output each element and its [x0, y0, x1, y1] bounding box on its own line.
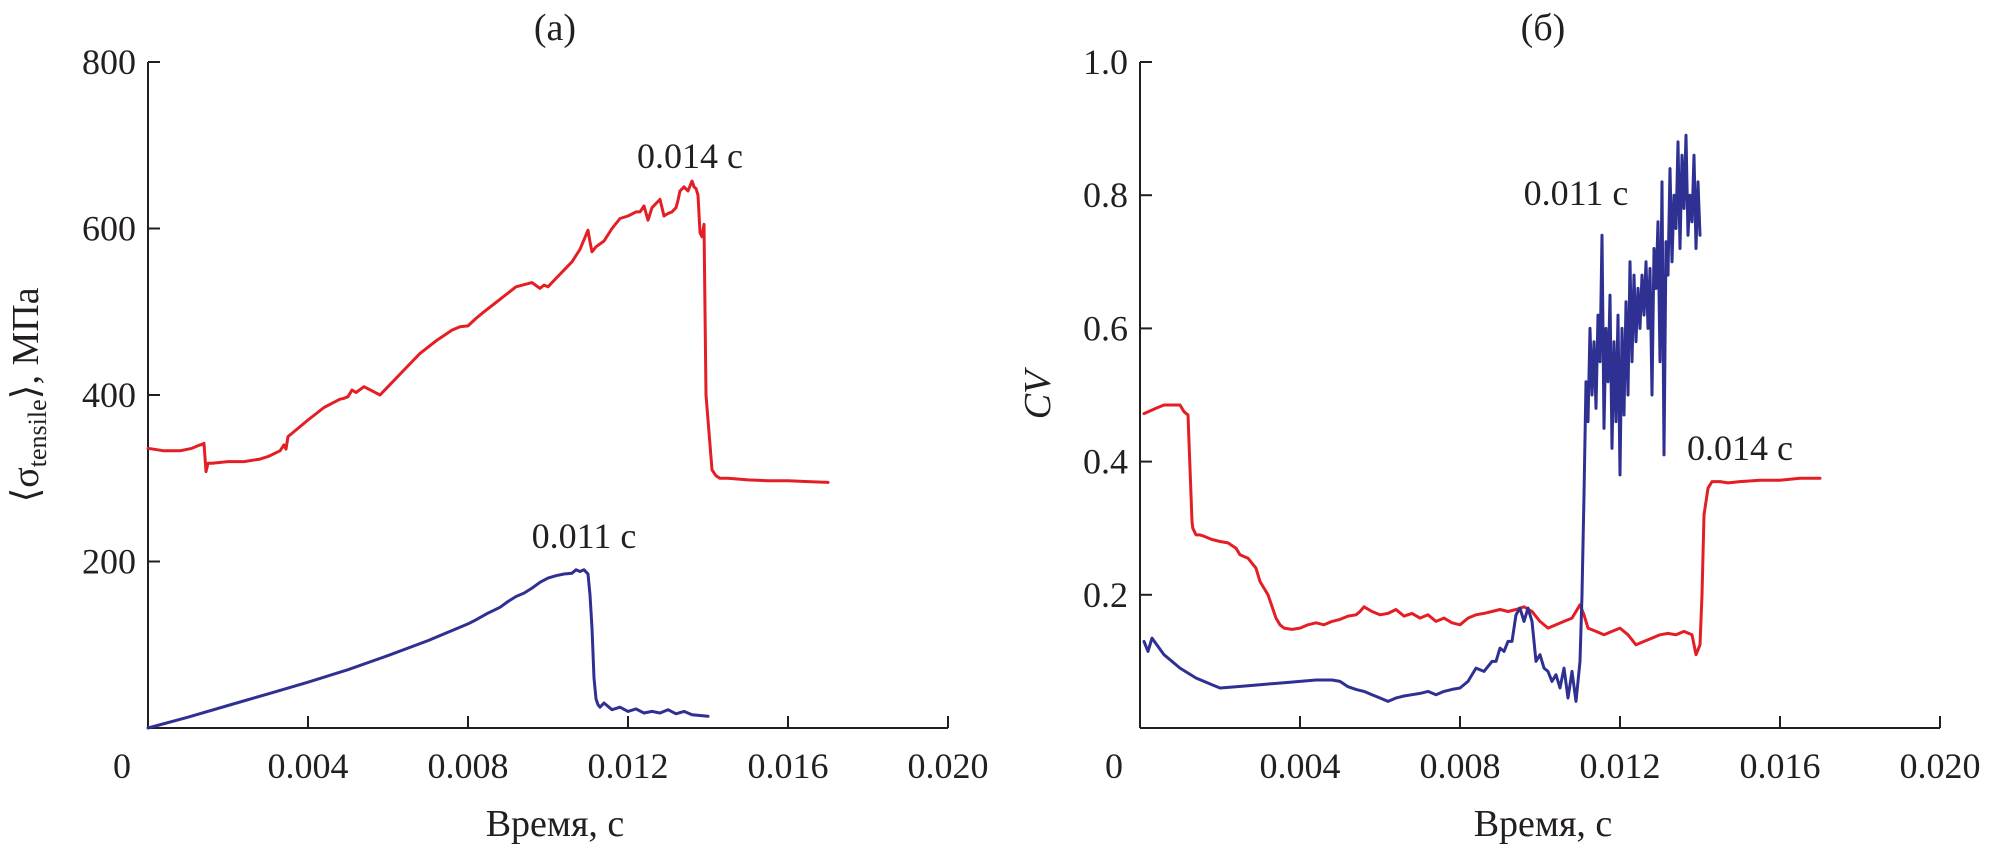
panel-b-y-label: CV [1017, 367, 1059, 419]
panel-b-y-tick-label-3: 0.8 [1083, 175, 1128, 215]
panel-b-y-tick-label-4: 1.0 [1083, 42, 1128, 82]
panel-a-x-ticks: 0 0.004 0.008 0.012 0.016 0.020 [113, 716, 989, 786]
panel-a-y-ticks: 200 400 600 800 [82, 42, 160, 582]
panel-b: (б) 0 0.004 0.008 0.012 0.016 0.020 0.2 0.4 0.6… [1017, 7, 1981, 845]
panel-b-y-ticks: 0.2 0.4 0.6 0.8 1.0 [1083, 42, 1152, 615]
panel-a-annotation-red: 0.014 с [637, 136, 743, 176]
panel-a-x-tick-label-1: 0.004 [268, 746, 349, 786]
panel-b-x-tick-label-2: 0.008 [1420, 746, 1501, 786]
panel-b-x-tick-label-5: 0.020 [1900, 746, 1981, 786]
panel-a-x-tick-label-3: 0.012 [588, 746, 669, 786]
panel-a-y-tick-label-2: 600 [82, 209, 136, 249]
panel-b-y-tick-label-2: 0.6 [1083, 308, 1128, 348]
panel-a-y-label-sub: tensile [23, 399, 52, 467]
panel-a-series-line-0 [146, 179, 830, 484]
panel-a-annotation-blue: 0.011 с [532, 516, 637, 556]
panel-a-label: (a) [534, 7, 576, 49]
panel-b-y-tick-label-1: 0.4 [1083, 442, 1128, 482]
panel-b-x-label: Время, с [1474, 803, 1613, 845]
panel-a-x-label: Время, с [486, 803, 625, 845]
panel-b-x-tick-label-3: 0.012 [1580, 746, 1661, 786]
panel-b-series [1142, 133, 1822, 703]
panel-b-x-tick-label-4: 0.016 [1740, 746, 1821, 786]
panel-a-y-label-main: ⟨σ [5, 467, 47, 502]
panel-a-x-tick-label-4: 0.016 [748, 746, 829, 786]
panel-b-annotation-blue: 0.011 с [1524, 173, 1629, 213]
panel-a-x-tick-label-0: 0 [113, 746, 131, 786]
panel-a-series-line-1 [146, 568, 710, 730]
panel-a-y-tick-label-3: 800 [82, 42, 136, 82]
panel-b-x-tick-label-0: 0 [1105, 746, 1123, 786]
panel-b-x-ticks: 0 0.004 0.008 0.012 0.016 0.020 [1105, 716, 1981, 786]
panel-a: (a) 0 0.004 0.008 0.012 0.016 0.020 200 400 600… [5, 7, 989, 845]
panel-b-label: (б) [1521, 7, 1566, 49]
panel-b-y-tick-label-0: 0.2 [1083, 575, 1128, 615]
panel-a-x-tick-label-2: 0.008 [428, 746, 509, 786]
panel-b-annotation-red: 0.014 с [1687, 428, 1793, 468]
panel-a-series [146, 179, 830, 730]
panel-b-series-line-0 [1142, 403, 1822, 657]
panel-a-y-label: ⟨σtensile⟩, МПа [5, 287, 52, 502]
panel-a-y-label-tail: ⟩, МПа [5, 287, 47, 399]
panel-b-series-line-1 [1142, 133, 1702, 703]
panel-a-x-tick-label-5: 0.020 [908, 746, 989, 786]
panel-a-y-tick-label-1: 400 [82, 375, 136, 415]
panel-b-x-tick-label-1: 0.004 [1260, 746, 1341, 786]
panel-a-y-tick-label-0: 200 [82, 542, 136, 582]
